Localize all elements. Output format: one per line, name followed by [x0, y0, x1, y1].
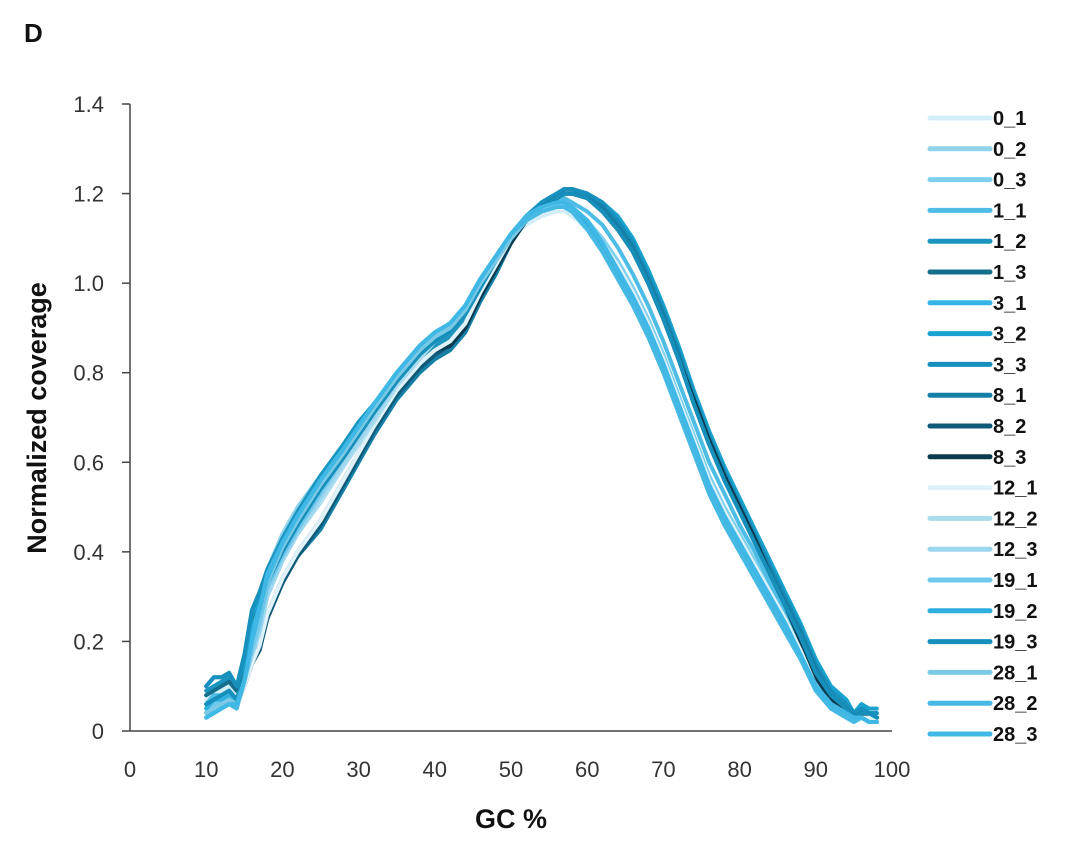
legend-label: 12_1 — [993, 478, 1038, 500]
legend-item-0_1: 0_1 — [927, 108, 1026, 130]
legend-label: 19_1 — [993, 570, 1038, 592]
legend-label: 1_1 — [993, 200, 1026, 222]
legend-label: 1_2 — [993, 231, 1026, 253]
legend-item-8_3: 8_3 — [927, 447, 1026, 469]
legend-label: 12_3 — [993, 539, 1038, 561]
x-tick-label: 100 — [874, 757, 911, 782]
x-tick-label: 40 — [423, 757, 447, 782]
series-line-8_2 — [204, 191, 879, 720]
legend-label: 19_3 — [993, 632, 1038, 654]
axes — [129, 104, 892, 732]
legend-label: 3_3 — [993, 354, 1026, 376]
series-line-3_1 — [204, 205, 879, 724]
series-line-1_3 — [204, 187, 879, 720]
x-tick-label: 0 — [124, 757, 136, 782]
y-tick-label: 1.4 — [73, 92, 104, 117]
y-tick-label: 1.0 — [73, 271, 104, 296]
x-tick-label: 60 — [575, 757, 599, 782]
y-tick-label: 0 — [92, 719, 104, 744]
y-tick-label: 0.6 — [73, 450, 104, 475]
legend-label: 28_2 — [993, 693, 1038, 715]
legend-label: 3_1 — [993, 293, 1026, 315]
legend: 0_1 0_2 0_3 1_1 1_2 1_3 3_1 3_2 3_3 8_1 8_2 8_3 12_1… — [927, 108, 1038, 746]
series-line-3_2 — [204, 187, 879, 716]
legend-item-19_1: 19_1 — [927, 570, 1038, 592]
legend-item-1_3: 1_3 — [927, 262, 1026, 284]
series-line-1_1 — [204, 196, 879, 720]
legend-item-28_3: 28_3 — [927, 724, 1038, 746]
legend-item-28_2: 28_2 — [927, 693, 1038, 715]
series-line-0_2 — [204, 205, 879, 724]
series-line-28_1 — [204, 205, 879, 724]
legend-item-8_1: 8_1 — [927, 385, 1026, 407]
legend-label: 28_1 — [993, 662, 1038, 684]
legend-label: 19_2 — [993, 601, 1038, 623]
legend-item-3_3: 3_3 — [927, 354, 1026, 376]
legend-item-19_3: 19_3 — [927, 632, 1038, 654]
legend-item-8_2: 8_2 — [927, 416, 1026, 438]
legend-item-0_3: 0_3 — [927, 170, 1026, 192]
series-line-19_1 — [204, 200, 879, 724]
y-tick-label: 0.8 — [73, 361, 104, 386]
legend-label: 0_3 — [993, 170, 1026, 192]
legend-item-12_1: 12_1 — [927, 478, 1038, 500]
legend-label: 8_2 — [993, 416, 1026, 438]
series-line-8_1 — [204, 191, 879, 720]
series-lines — [204, 187, 879, 724]
y-ticks: 0 0.2 0.4 0.6 0.8 1.0 1.2 1.4 — [73, 92, 130, 744]
series-line-1_2 — [204, 187, 879, 716]
series-line-12_1 — [204, 205, 879, 724]
legend-label: 12_2 — [993, 508, 1038, 530]
series-line-19_3 — [204, 191, 879, 720]
x-tick-label: 80 — [727, 757, 751, 782]
y-tick-label: 0.4 — [73, 540, 104, 565]
series-line-0_1 — [204, 209, 879, 724]
legend-label: 0_1 — [993, 108, 1026, 130]
legend-item-1_1: 1_1 — [927, 200, 1026, 222]
legend-label: 8_1 — [993, 385, 1026, 407]
x-tick-label: 30 — [346, 757, 370, 782]
y-axis-title: Normalized coverage — [22, 282, 52, 554]
legend-label: 3_2 — [993, 324, 1026, 346]
legend-item-3_1: 3_1 — [927, 293, 1026, 315]
x-axis-title: GC % — [475, 804, 547, 834]
series-line-28_2 — [204, 205, 879, 724]
series-line-12_2 — [204, 205, 879, 724]
legend-item-3_2: 3_2 — [927, 324, 1026, 346]
legend-item-1_2: 1_2 — [927, 231, 1026, 253]
series-line-0_3 — [204, 200, 879, 724]
panel-label: D — [24, 18, 43, 48]
x-tick-label: 50 — [499, 757, 523, 782]
x-tick-label: 90 — [804, 757, 828, 782]
series-line-28_3 — [204, 200, 879, 724]
legend-item-19_2: 19_2 — [927, 601, 1038, 623]
x-tick-label: 70 — [651, 757, 675, 782]
x-ticks: 0 10 20 30 40 50 60 70 80 90 100 — [124, 757, 910, 782]
legend-item-0_2: 0_2 — [927, 139, 1026, 161]
series-line-8_3 — [204, 191, 879, 720]
legend-label: 0_2 — [993, 139, 1026, 161]
x-tick-label: 20 — [270, 757, 294, 782]
legend-item-28_1: 28_1 — [927, 662, 1038, 684]
x-tick-label: 10 — [194, 757, 218, 782]
series-line-3_3 — [204, 187, 879, 716]
series-line-19_2 — [204, 205, 879, 724]
legend-label: 28_3 — [993, 724, 1038, 746]
legend-label: 8_3 — [993, 447, 1026, 469]
legend-item-12_3: 12_3 — [927, 539, 1038, 561]
series-line-12_3 — [204, 200, 879, 724]
legend-item-12_2: 12_2 — [927, 508, 1038, 530]
y-tick-label: 1.2 — [73, 182, 104, 207]
y-tick-label: 0.2 — [73, 629, 104, 654]
legend-label: 1_3 — [993, 262, 1026, 284]
